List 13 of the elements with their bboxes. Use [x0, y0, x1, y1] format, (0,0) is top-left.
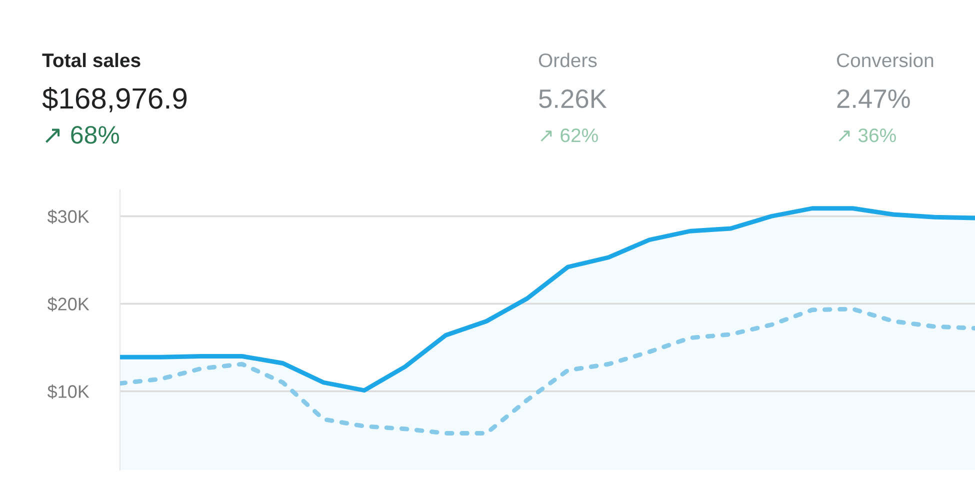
y-tick-label: $30K [47, 209, 90, 224]
y-tick-label: $20K [47, 296, 90, 312]
line-series [120, 306, 975, 436]
text: 5.26K [539, 89, 607, 108]
y-tick-label: $10K [47, 384, 90, 400]
text: $168,976.9 [42, 86, 187, 112]
text: Total sales [42, 52, 140, 68]
text: Orders [538, 52, 597, 68]
text: 2.47% [837, 89, 910, 108]
text: ↗ 36% [838, 128, 896, 142]
text: ↗ 68% [46, 126, 120, 144]
text: Conversion [836, 52, 934, 68]
text: ↗ 62% [540, 128, 598, 142]
